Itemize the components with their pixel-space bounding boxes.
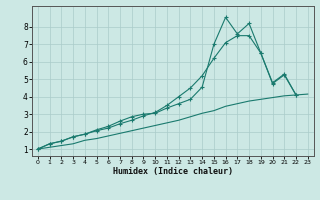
X-axis label: Humidex (Indice chaleur): Humidex (Indice chaleur) (113, 167, 233, 176)
